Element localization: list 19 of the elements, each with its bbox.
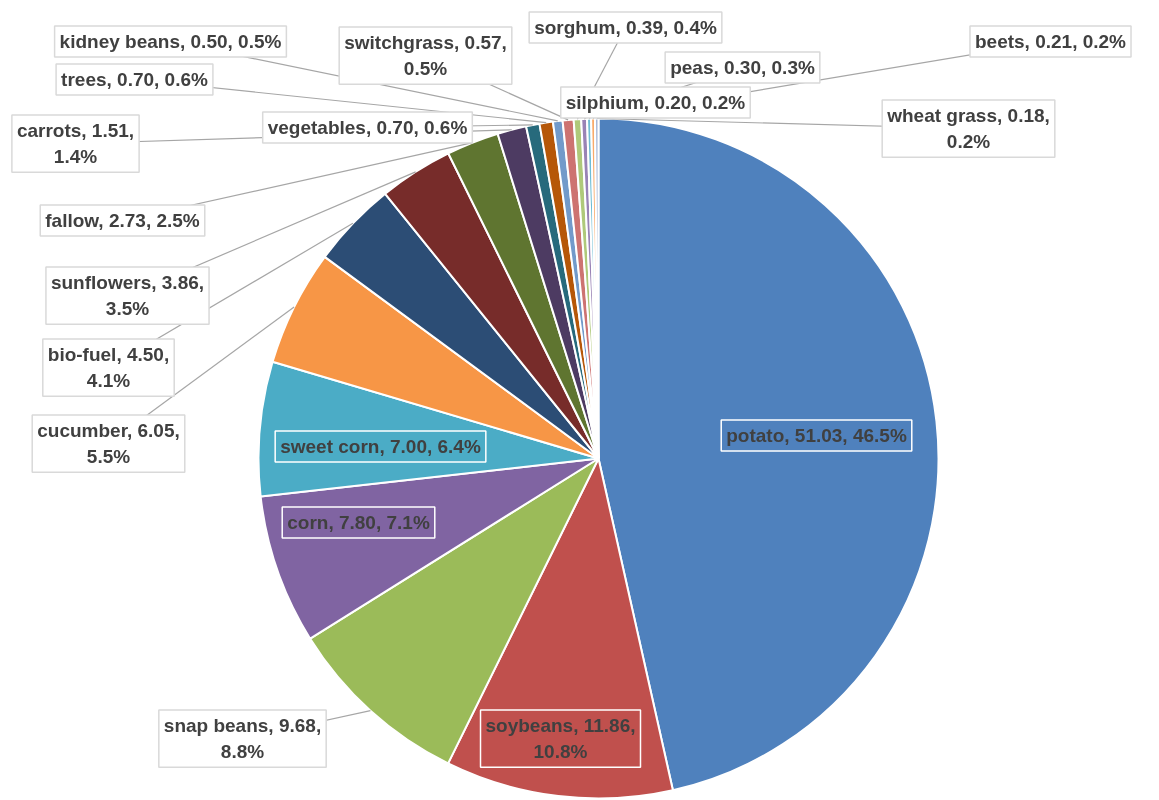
slice-label: corn, 7.80, 7.1% bbox=[287, 512, 430, 533]
slice-label: silphium, 0.20, 0.2% bbox=[565, 92, 746, 113]
slice-label: beets, 0.21, 0.2% bbox=[974, 31, 1127, 52]
slice-label: bio-fuel, 4.50, 4.1% bbox=[47, 343, 170, 392]
slice-label: trees, 0.70, 0.6% bbox=[61, 69, 209, 90]
slice-label: vegetables, 0.70, 0.6% bbox=[267, 117, 468, 138]
slice-label: cucumber, 6.05, 5.5% bbox=[37, 419, 180, 468]
slice-label: kidney beans, 0.50, 0.5% bbox=[59, 31, 282, 52]
slice-label: sweet corn, 7.00, 6.4% bbox=[280, 436, 481, 457]
slice-label: carrots, 1.51, 1.4% bbox=[16, 119, 135, 168]
slice-label: sorghum, 0.39, 0.4% bbox=[534, 17, 717, 38]
slice-label: sunflowers, 3.86, 3.5% bbox=[50, 271, 205, 320]
slice-label: soybeans, 11.86, 10.8% bbox=[485, 714, 636, 763]
slice-label: switchgrass, 0.57, 0.5% bbox=[344, 31, 507, 80]
slice-label: wheat grass, 0.18, 0.2% bbox=[886, 104, 1050, 153]
slice-label: potato, 51.03, 46.5% bbox=[726, 425, 907, 446]
slice-label: fallow, 2.73, 2.5% bbox=[45, 210, 200, 231]
slice-label: peas, 0.30, 0.3% bbox=[670, 57, 815, 78]
slice-label: snap beans, 9.68, 8.8% bbox=[163, 714, 322, 763]
